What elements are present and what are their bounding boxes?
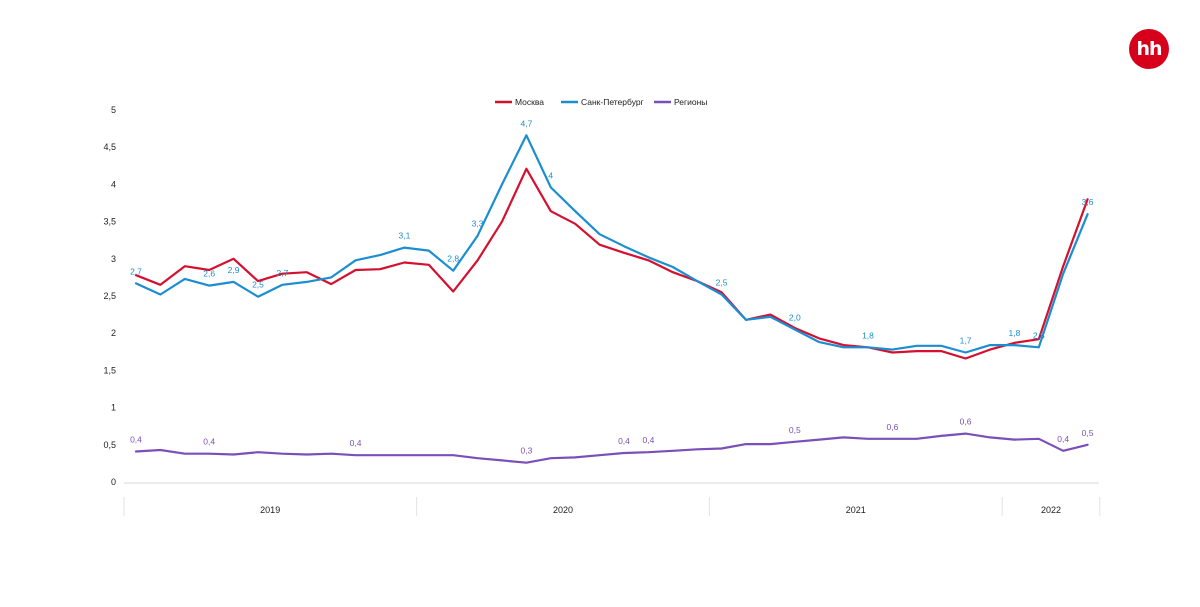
data-label: 3,3 (472, 219, 484, 229)
data-label: 2,5 (252, 280, 264, 290)
x-year-label: 2022 (1041, 505, 1061, 515)
data-label: 2,7 (130, 266, 142, 276)
legend: Москва Санк-Петербург Регионы (495, 97, 707, 107)
x-year-label: 2021 (846, 505, 866, 515)
data-label: 0,4 (642, 435, 654, 445)
data-label: 0,5 (789, 425, 801, 435)
x-axis: 2019 2020 2021 2022 (123, 482, 1101, 516)
y-tick-label: 0,5 (103, 440, 116, 450)
data-label: 2,6 (203, 269, 215, 279)
y-tick-label: 5 (111, 105, 116, 115)
data-label: 0,3 (520, 446, 532, 456)
spb-line (134, 134, 1089, 354)
y-tick-label: 2 (111, 328, 116, 338)
data-label: 4 (548, 170, 553, 180)
data-label: 0,4 (130, 434, 142, 444)
data-label: 3,1 (398, 231, 410, 241)
y-tick-label: 1 (111, 403, 116, 413)
data-label: 2,0 (789, 312, 801, 322)
y-tick-label: 3,5 (103, 217, 116, 227)
data-label: 2,8 (447, 254, 459, 264)
y-tick-label: 2,5 (103, 291, 116, 301)
x-year-label: 2019 (260, 505, 280, 515)
data-label: 2,8 (1033, 330, 1045, 340)
data-label: 0,4 (618, 436, 630, 446)
data-label: 0,4 (1057, 434, 1069, 444)
data-label: 1,8 (862, 330, 874, 340)
data-label: 1,7 (960, 336, 972, 346)
x-year-label: 2020 (553, 505, 573, 515)
data-label: 1,8 (1008, 328, 1020, 338)
data-label: 2,9 (228, 265, 240, 275)
data-label: 0,6 (886, 422, 898, 432)
legend-label: Санк-Петербург (581, 97, 644, 107)
y-tick-label: 4,5 (103, 142, 116, 152)
hh-logo: hh (1129, 29, 1169, 69)
data-label: 2,7 (276, 268, 288, 278)
data-label: 0,5 (1082, 428, 1094, 438)
series-lines (134, 134, 1089, 464)
legend-label: Регионы (674, 97, 707, 107)
data-label: 0,6 (960, 417, 972, 427)
data-label: 2,5 (716, 278, 728, 288)
moscow-line (134, 167, 1089, 360)
regions-line (134, 432, 1089, 464)
y-axis: 0 0,5 1 1,5 2 2,5 3 3,5 4 4,5 5 (103, 105, 116, 487)
legend-label: Москва (515, 97, 544, 107)
y-tick-label: 1,5 (103, 365, 116, 375)
data-labels: 2,7 2,6 2,9 2,5 2,7 3,1 2,8 3,3 4,7 4 2,5 2,0 1,8 1,7… (130, 118, 1094, 455)
y-tick-label: 0 (111, 477, 116, 487)
data-label: 4,7 (520, 118, 532, 128)
y-tick-label: 3 (111, 254, 116, 264)
data-label: 3,6 (1082, 197, 1094, 207)
y-tick-label: 4 (111, 179, 116, 189)
data-label: 0,4 (350, 438, 362, 448)
data-label: 0,4 (203, 437, 215, 447)
